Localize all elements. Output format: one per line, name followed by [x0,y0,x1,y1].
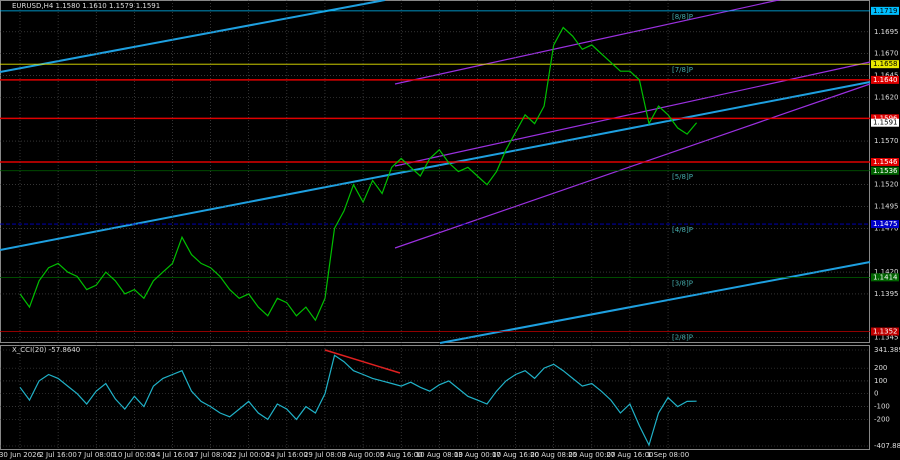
trend-line [0,0,386,73]
x-tick-label: 17 Aug 16:00 [492,451,539,459]
y-tick-label: -100 [874,403,890,411]
x-tick-label: 7 Jul 08:00 [77,451,115,459]
cci-frame [0,345,870,450]
channel-line [394,83,871,249]
level-box [871,75,899,84]
level-label: 1.1596 [873,114,898,122]
murrey-label: [7/8]P [672,66,693,74]
y-tick-label: 1.1345 [874,334,899,342]
x-tick-label: 10 Aug 08:00 [416,451,463,459]
x-tick-label: 1 Sep 08:00 [647,451,689,459]
y-tick-label: 1.1395 [874,290,899,298]
x-tick-label: 30 Jun 2026 [0,451,42,459]
murrey-label: [3/8]P [672,279,693,287]
x-tick-label: 25 Aug 00:00 [568,451,615,459]
price-line [19,354,697,447]
level-label: 1.1591 [873,119,898,127]
murrey-label: [4/8]P [672,226,693,234]
x-tick-label: 27 Aug 16:00 [606,451,653,459]
main-frame [0,0,870,343]
murrey-label: [5/8]P [672,173,693,181]
level-box [871,60,899,69]
x-tick-label: 29 Jul 08:00 [304,451,346,459]
y-tick-label: 1.1420 [874,268,899,276]
chart-title: EURUSD,H4 1.1580 1.1610 1.1579 1.1591 [12,2,160,10]
y-tick-label: -407.883 [874,442,900,450]
x-tick-label: 17 Jul 08:00 [190,451,232,459]
level-box [871,158,899,167]
y-tick-label: 100 [874,377,887,385]
level-label: 1.1475 [873,220,898,228]
x-tick-label: 2 Jul 16:00 [39,451,77,459]
y-tick-label: 0 [874,390,878,398]
x-tick-label: 22 Jul 00:00 [228,451,270,459]
level-box [871,220,899,229]
x-tick-label: 3 Aug 00:00 [342,451,385,459]
y-tick-label: 1.1470 [874,224,899,232]
x-tick-label: 14 Jul 16:00 [151,451,193,459]
murrey-label: [8/8]P [672,13,693,21]
y-tick-label: 1.1620 [874,93,899,101]
trend-line [0,81,871,251]
y-tick-label: 1.1520 [874,181,899,189]
channel-line [394,0,782,85]
x-tick-label: 13 Aug 00:00 [454,451,501,459]
level-box [871,166,899,175]
y-tick-label: 200 [874,364,887,372]
y-tick-label: 341.3899 [874,346,900,354]
level-box [871,6,899,15]
x-tick-label: 10 Jul 00:00 [113,451,155,459]
y-tick-label: -200 [874,415,890,423]
level-label: 1.1640 [873,76,898,84]
x-tick-label: 24 Jul 16:00 [266,451,308,459]
level-box [871,114,899,123]
level-box [871,327,899,336]
y-tick-label: 1.1695 [874,28,899,36]
channel-line [394,61,871,167]
trend-line [439,261,871,344]
divergence-line [324,349,401,374]
level-label: 1.1719 [873,7,898,15]
x-tick-label: 5 Aug 16:00 [380,451,423,459]
level-box [871,118,899,127]
cci-title: X_CCI(20) -57.8640 [12,346,80,354]
x-tick-label: 20 Aug 08:00 [530,451,577,459]
level-label: 1.1352 [873,328,898,336]
y-tick-label: 1.1645 [874,72,899,80]
level-label: 1.1536 [873,167,898,175]
price-line [19,26,698,322]
level-label: 1.1658 [873,60,898,68]
level-label: 1.1414 [873,273,898,281]
level-box [871,273,899,282]
murrey-label: [2/8]P [672,334,693,342]
level-label: 1.1546 [873,158,898,166]
y-tick-label: 1.1670 [874,50,899,58]
y-tick-label: 1.1570 [874,137,899,145]
y-tick-label: 1.1495 [874,203,899,211]
